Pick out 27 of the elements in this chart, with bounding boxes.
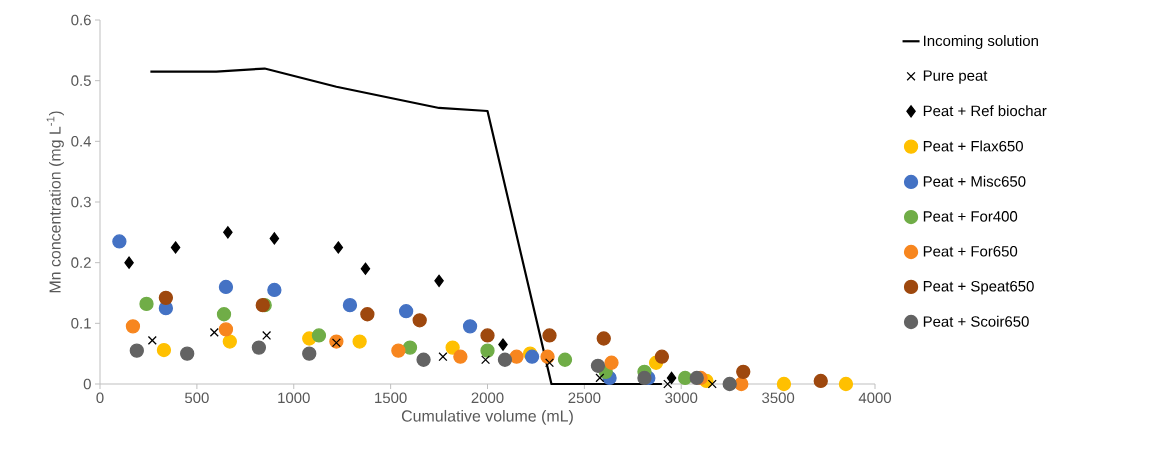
legend-label: Peat + For400 bbox=[923, 211, 1018, 222]
legend-label: Peat + For650 bbox=[923, 246, 1018, 257]
x-tick-label: 3500 bbox=[762, 392, 795, 404]
x-tick-label: 4000 bbox=[858, 392, 892, 404]
legend-label: Peat + Speat650 bbox=[923, 280, 1034, 295]
y-tick-label: 0.1 bbox=[71, 318, 91, 329]
x-tick-label: 2000 bbox=[471, 392, 504, 404]
x-tick-label: 0 bbox=[96, 392, 104, 404]
y-tick-label: 0 bbox=[83, 378, 91, 390]
x-tick-label: 3000 bbox=[665, 392, 698, 404]
legend-label: Peat + Misc650 bbox=[923, 175, 1026, 187]
x-tick-label: 2500 bbox=[568, 392, 601, 404]
x-tick-label: 500 bbox=[185, 392, 209, 404]
x-tick-label: 1000 bbox=[278, 392, 310, 404]
legend-label: Peat + Flax650 bbox=[923, 140, 1023, 152]
y-tick-label: 0.3 bbox=[71, 196, 91, 208]
y-tick-label: 0.5 bbox=[71, 75, 91, 86]
legend-label: Peat + Ref biochar bbox=[923, 105, 1047, 117]
x-axis-title: Cumulative volume (mL) bbox=[401, 409, 573, 425]
legend-label: Peat + Scoir650 bbox=[923, 315, 1029, 327]
y-axis-title: Mn concentration (mg L$^{-1}$) bbox=[46, 111, 64, 293]
y-tick-label: 0.2 bbox=[71, 257, 91, 268]
y-tick-label: 0.6 bbox=[71, 14, 91, 26]
legend-label: Pure peat bbox=[923, 70, 988, 84]
x-tick-label: 1500 bbox=[375, 392, 407, 404]
legend-label: Incoming solution bbox=[924, 35, 1038, 50]
y-tick-label: 0.4 bbox=[71, 136, 92, 147]
